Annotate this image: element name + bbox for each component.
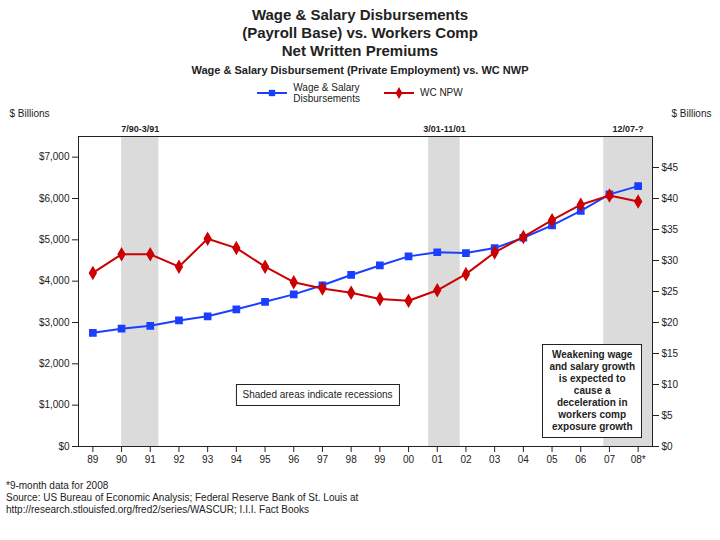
svg-text:$1,000: $1,000 (39, 399, 70, 410)
svg-text:$30: $30 (662, 255, 679, 266)
svg-text:89: 89 (87, 454, 99, 465)
svg-text:97: 97 (317, 454, 329, 465)
svg-text:$0: $0 (662, 441, 674, 452)
svg-text:94: 94 (231, 454, 243, 465)
svg-text:06: 06 (575, 454, 587, 465)
svg-text:$5: $5 (662, 410, 674, 421)
svg-text:03: 03 (489, 454, 501, 465)
svg-text:$6,000: $6,000 (39, 193, 70, 204)
html-text:Shaded areas indicate recessio: Shaded areas indicate recessions (242, 389, 393, 400)
svg-text:$20: $20 (662, 317, 679, 328)
svg-text:$4,000: $4,000 (39, 275, 70, 286)
html-text:Source: US Bureau of Economic: Source: US Bureau of Economic Analysis; … (6, 492, 359, 503)
svg-text:99: 99 (374, 454, 386, 465)
svg-text:90: 90 (116, 454, 128, 465)
svg-text:$0: $0 (58, 441, 70, 452)
html-text:http://research.stlouisfed.org: http://research.stlouisfed.org/fred2/ser… (6, 504, 310, 515)
html-text:Wage & Salary Disbursement (Pr: Wage & Salary Disbursement (Private Empl… (191, 64, 529, 76)
svg-text:$7,000: $7,000 (39, 151, 70, 162)
svg-text:3/01-11/01: 3/01-11/01 (423, 124, 466, 134)
svg-text:$ Billions: $ Billions (10, 108, 50, 119)
html-text:WC NPW: WC NPW (420, 87, 463, 99)
html-text:Wage & Salary Disbursements (P: Wage & Salary Disbursements (Payroll Bas… (242, 6, 478, 59)
html-text:*9-month data for 2008: *9-month data for 2008 (6, 480, 109, 491)
svg-text:01: 01 (432, 454, 444, 465)
svg-text:92: 92 (173, 454, 185, 465)
svg-text:95: 95 (259, 454, 271, 465)
html-text:Wage & Salary Disbursements: Wage & Salary Disbursements (293, 81, 360, 104)
svg-text:00: 00 (403, 454, 415, 465)
html-text:Weakening wage and salary grow: Weakening wage and salary growth is expe… (549, 349, 635, 432)
svg-text:$40: $40 (662, 193, 679, 204)
svg-text:$5,000: $5,000 (39, 234, 70, 245)
svg-text:05: 05 (546, 454, 558, 465)
svg-text:08*: 08* (631, 454, 646, 465)
svg-text:$25: $25 (662, 286, 679, 297)
svg-text:12/07-?: 12/07-? (613, 124, 644, 134)
svg-text:$2,000: $2,000 (39, 358, 70, 369)
svg-text:$35: $35 (662, 224, 679, 235)
svg-text:98: 98 (346, 454, 358, 465)
svg-text:7/90-3/91: 7/90-3/91 (121, 124, 159, 134)
svg-text:07: 07 (604, 454, 616, 465)
svg-text:$ Billions: $ Billions (671, 108, 711, 119)
svg-text:$45: $45 (662, 162, 679, 173)
svg-text:93: 93 (202, 454, 214, 465)
svg-text:$10: $10 (662, 379, 679, 390)
svg-text:$15: $15 (662, 348, 679, 359)
svg-text:91: 91 (145, 454, 157, 465)
svg-text:04: 04 (518, 454, 530, 465)
svg-text:96: 96 (288, 454, 300, 465)
svg-text:02: 02 (460, 454, 472, 465)
svg-text:$3,000: $3,000 (39, 317, 70, 328)
